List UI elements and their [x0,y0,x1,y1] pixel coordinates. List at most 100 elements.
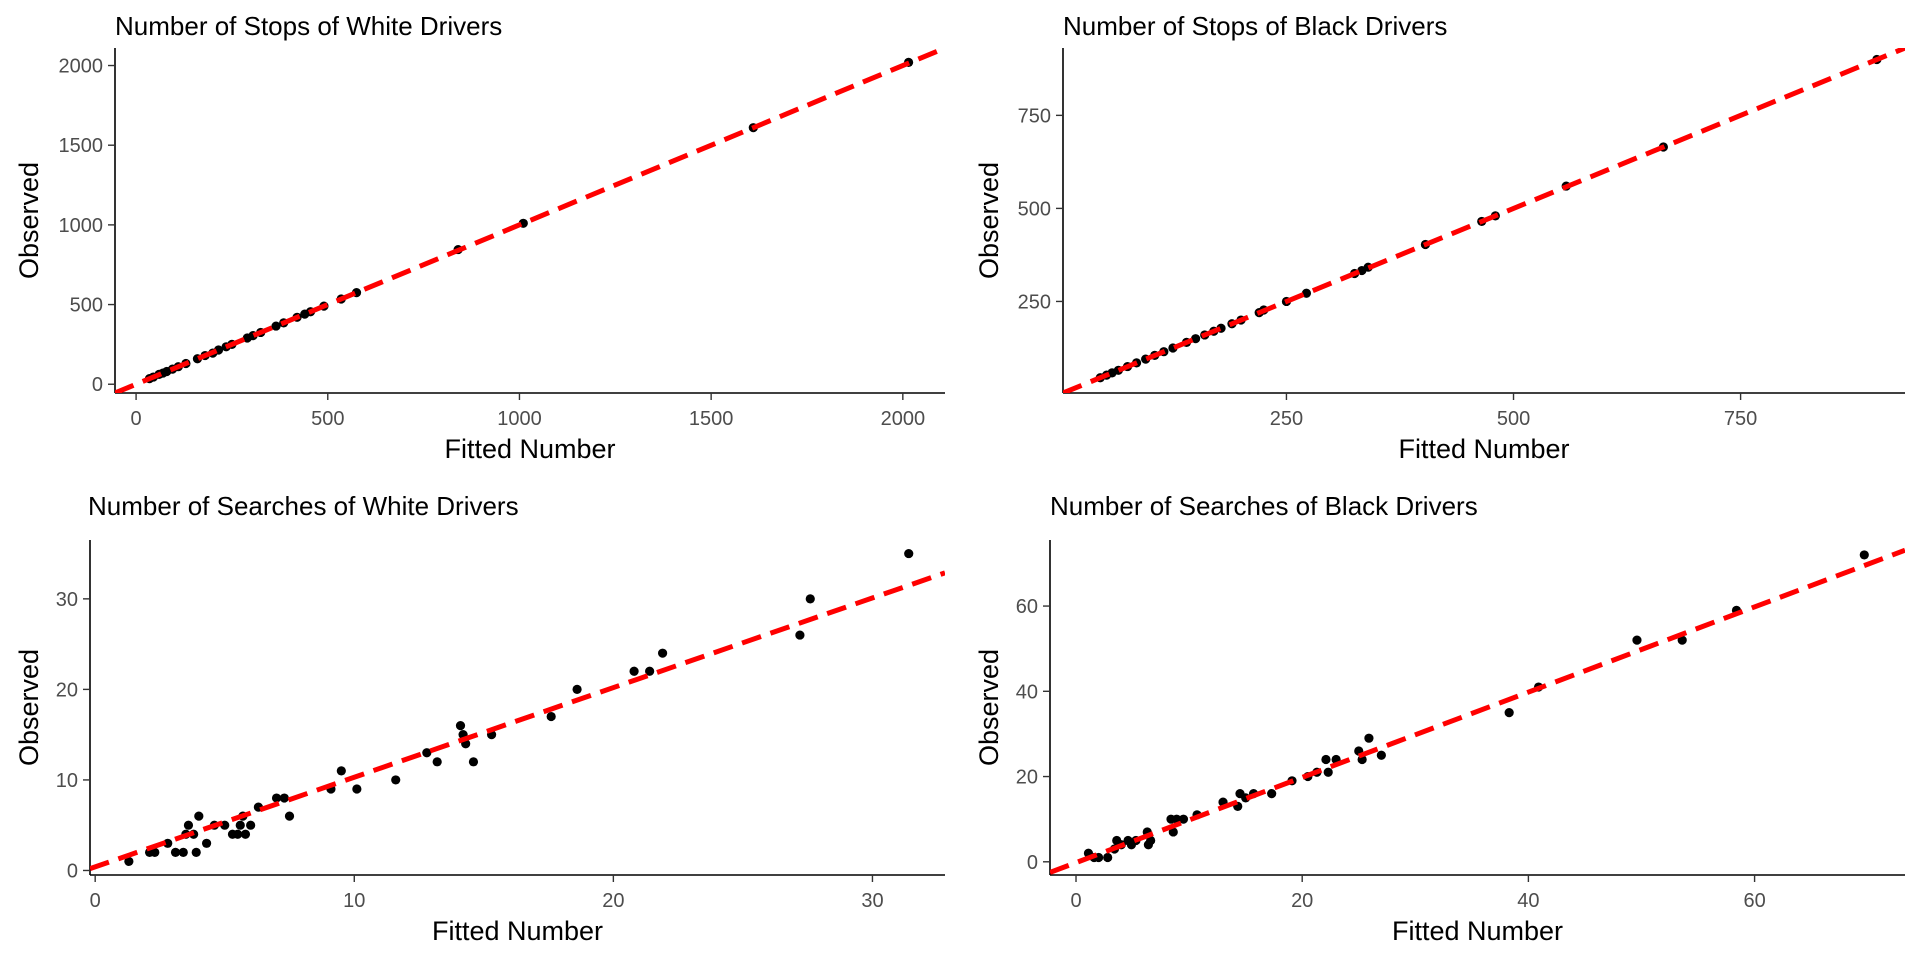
data-point [432,757,442,767]
data-point [170,847,181,857]
data-point [1632,635,1642,645]
y-axis-label: Observed [974,649,1004,766]
data-point [455,721,466,731]
data-point [1323,767,1333,777]
x-tick-label: 10 [343,890,365,912]
data-point [1321,754,1331,765]
x-axis-label: Fitted Number [1392,916,1563,946]
data-point [352,784,362,794]
y-tick-label: 1500 [59,135,104,157]
chart-panel: Number of Stops of Black Drivers 250 500 75… [974,11,1905,464]
data-point [279,793,289,803]
x-tick-label: 60 [1743,890,1765,912]
data-point [1191,334,1201,344]
x-tick-label: 2000 [881,408,926,430]
data-point [422,748,432,758]
data-point [201,838,212,848]
data-point [271,321,281,331]
x-axis-label: Fitted Number [444,434,615,464]
y-tick-label: 250 [1018,291,1051,313]
chart-panel: Number of Searches of White Drivers 0 10 20… [14,491,945,946]
x-tick-label: 500 [1497,408,1530,430]
data-point [191,847,201,857]
x-tick-label: 1000 [497,408,542,430]
data-point [163,838,173,848]
y-tick-label: 2000 [59,56,104,78]
data-point [572,684,582,694]
data-point [220,820,230,830]
y-tick-label: 1000 [59,215,104,237]
data-point [178,847,188,857]
y-tick-label: 20 [56,679,78,701]
data-point [1301,288,1312,298]
reference-line [90,570,945,872]
data-point [235,820,245,830]
data-point [194,811,204,821]
reference-line [1050,547,1905,875]
reference-line [1063,48,1905,393]
data-point [1376,750,1386,760]
chart-title: Number of Stops of Black Drivers [1063,11,1447,41]
data-point [1143,840,1153,850]
data-point [629,666,639,676]
x-axis-label: Fitted Number [1398,434,1569,464]
x-tick-label: 0 [131,408,142,430]
data-point [1267,788,1277,799]
y-tick-label: 0 [1027,852,1038,874]
data-point [468,757,479,767]
data-point [1168,827,1178,837]
x-tick-label: 20 [1291,890,1313,912]
data-point [546,711,556,722]
y-tick-label: 10 [56,770,78,792]
y-axis-label: Observed [14,649,44,766]
y-tick-label: 20 [1016,767,1038,789]
data-point [1178,814,1189,824]
x-axis-label: Fitted Number [432,916,603,946]
x-tick-label: 500 [311,408,344,430]
data-point [284,811,295,821]
x-tick-label: 0 [1070,890,1081,912]
y-tick-label: 40 [1016,681,1038,703]
chart-panel: Number of Stops of White Drivers 0 500 1000… [14,11,945,464]
data-point [233,829,243,839]
data-point [1677,635,1687,645]
y-tick-label: 60 [1016,596,1038,618]
chart-title: Number of Searches of Black Drivers [1050,491,1478,521]
x-tick-label: 30 [861,890,883,912]
y-tick-label: 0 [67,860,78,882]
data-point [1103,852,1113,863]
x-tick-label: 750 [1724,408,1757,430]
x-tick-label: 1500 [689,408,734,430]
y-tick-label: 750 [1018,105,1051,127]
data-point [904,548,914,559]
y-tick-label: 500 [70,295,103,317]
data-point [246,820,256,830]
reference-line [115,48,945,393]
x-tick-label: 20 [602,890,624,912]
data-point [183,820,194,830]
x-tick-label: 250 [1270,408,1303,430]
data-point [657,648,668,658]
x-tick-label: 40 [1517,890,1539,912]
data-point [645,666,655,676]
data-point [124,856,134,867]
data-point [336,766,346,776]
y-tick-label: 0 [92,374,103,396]
y-tick-label: 500 [1018,198,1051,220]
data-point [271,793,282,803]
x-tick-label: 0 [90,890,101,912]
data-point [240,829,251,839]
chart-title: Number of Stops of White Drivers [115,11,502,41]
data-point [391,775,401,785]
chart-title: Number of Searches of White Drivers [88,491,519,521]
data-point [1504,708,1514,718]
data-point [1859,550,1869,560]
chart-panel: Number of Searches of Black Drivers 0 20 40… [974,491,1905,946]
y-axis-label: Observed [974,162,1004,279]
data-point [795,630,805,640]
data-point [150,847,160,857]
y-axis-label: Observed [14,162,44,279]
data-point [1364,733,1374,743]
y-tick-label: 30 [56,589,78,611]
